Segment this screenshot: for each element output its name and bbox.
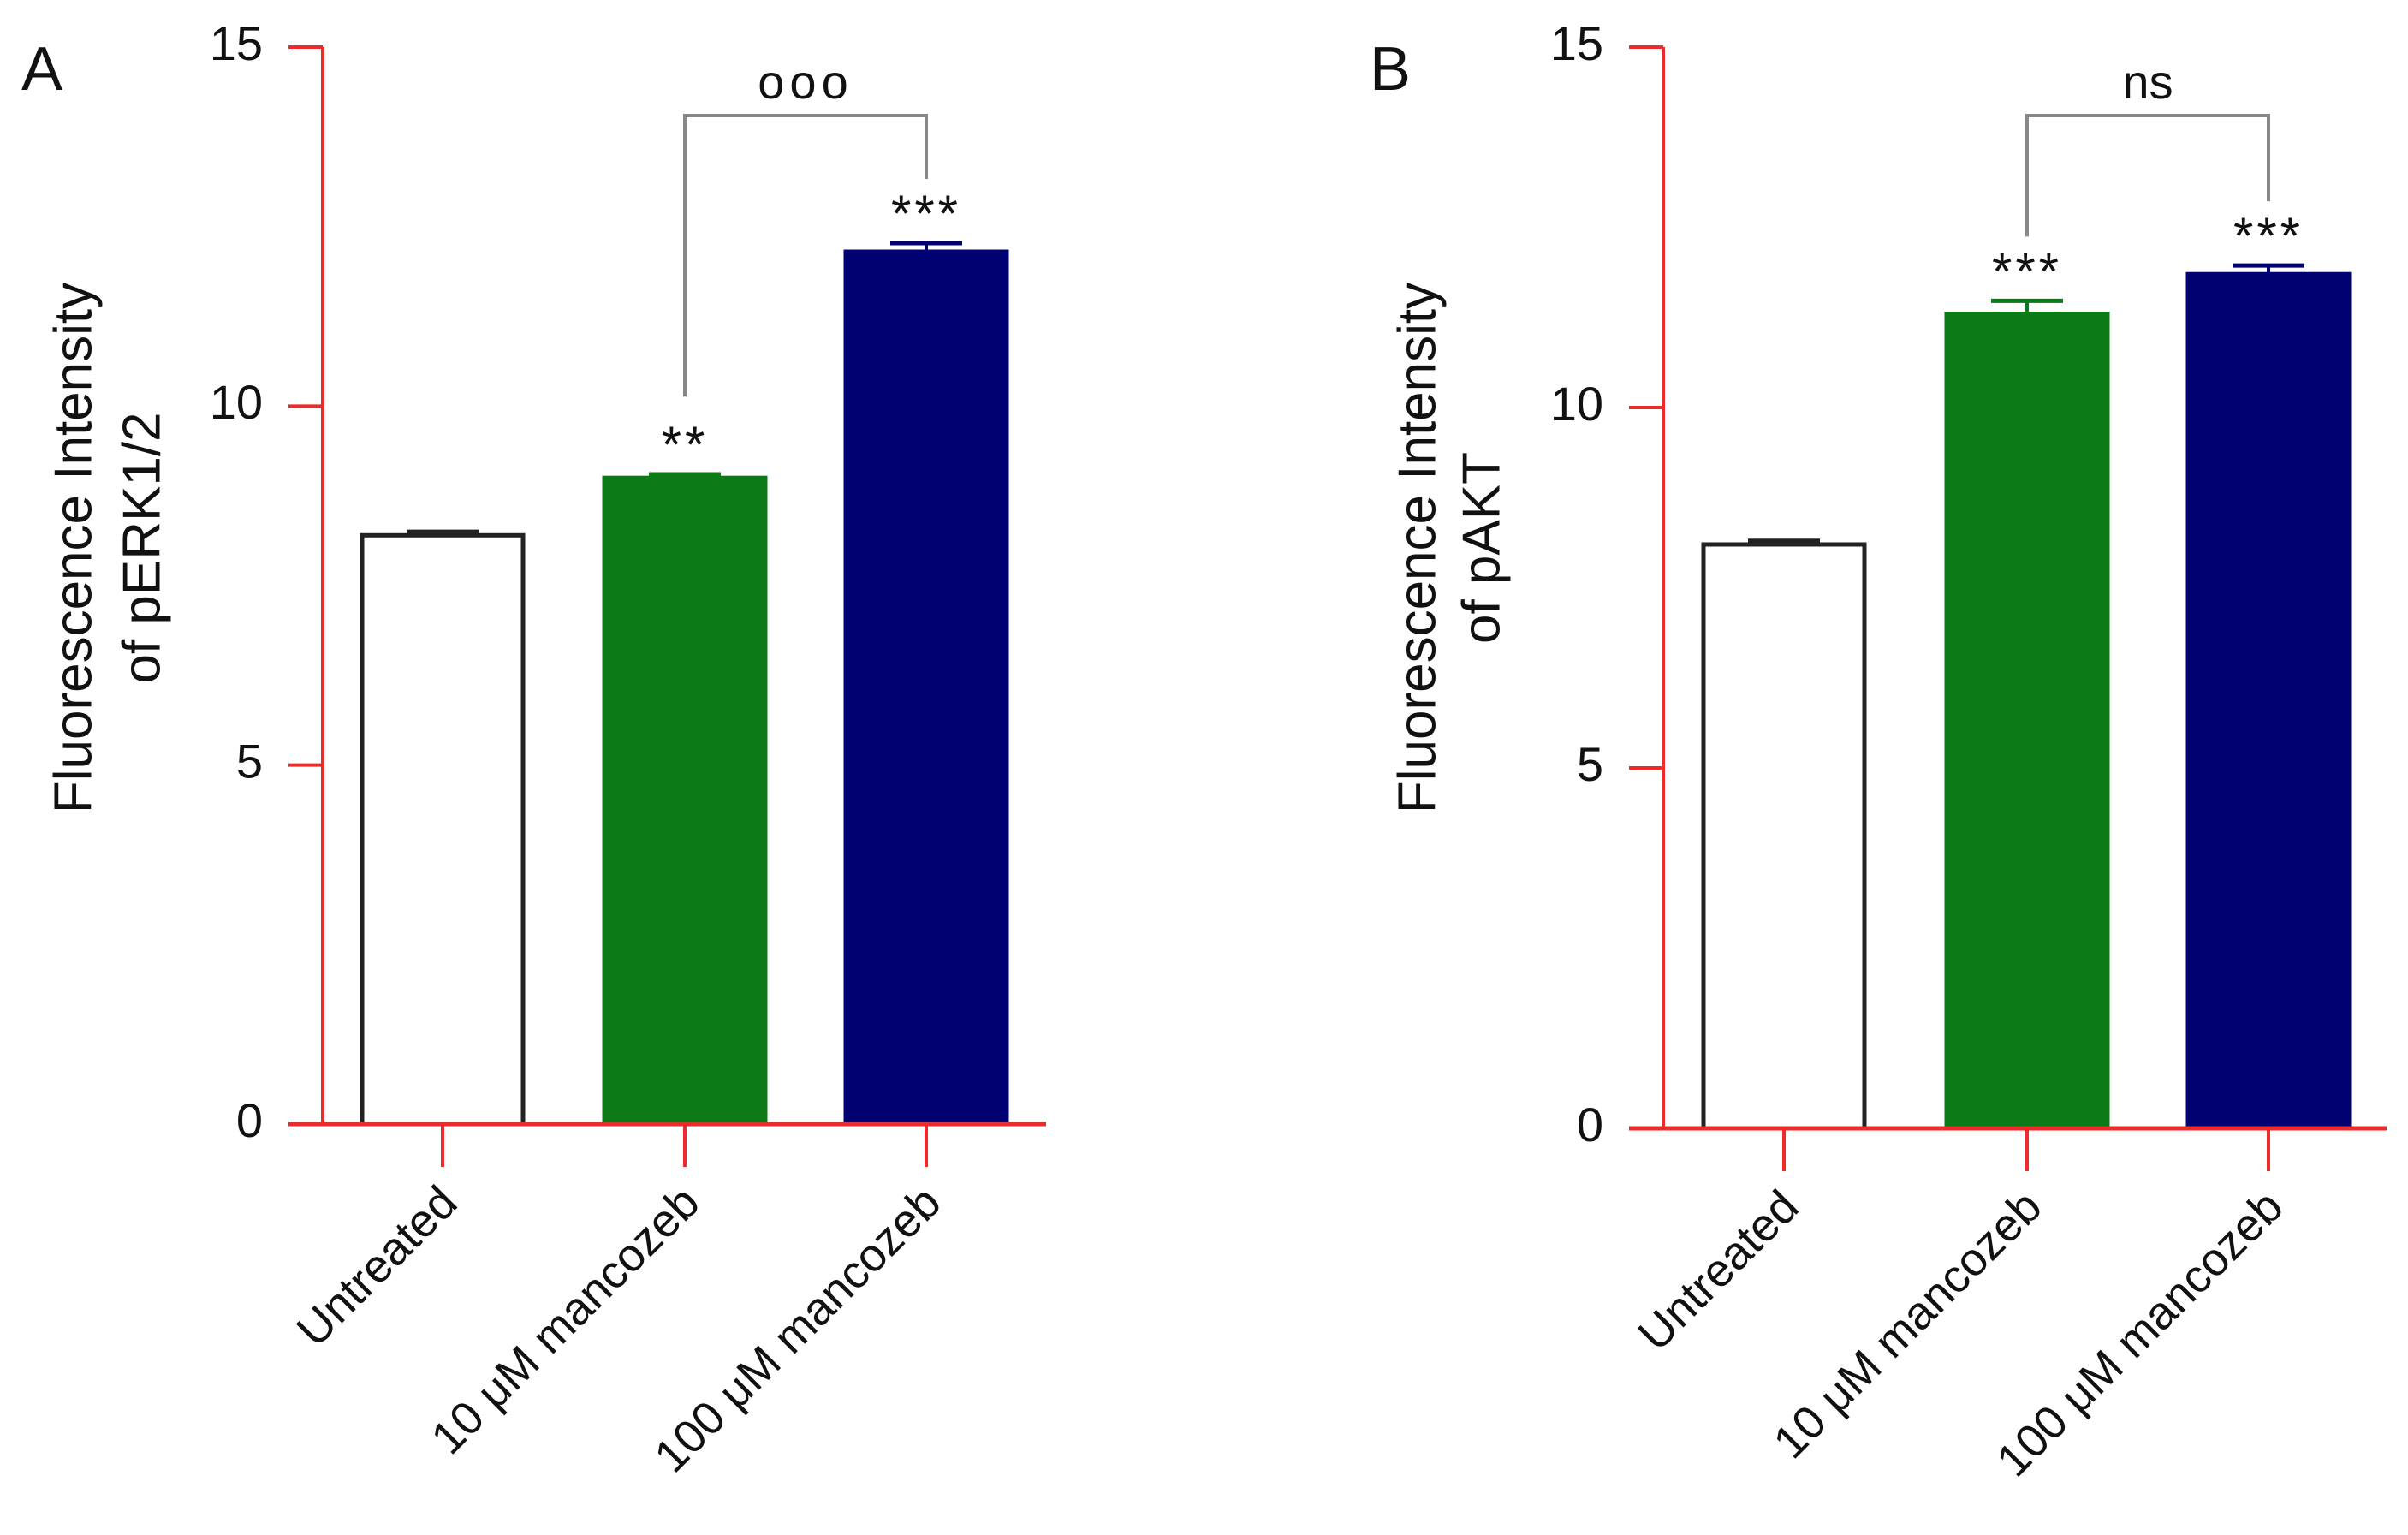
x-tick-label: Untreated [1628, 1181, 1808, 1360]
bar [843, 249, 1009, 1127]
y-axis-label: Fluorescence Intensity [44, 283, 103, 813]
panel-letter: B [1370, 35, 1411, 104]
bar [2185, 271, 2352, 1131]
y-tick-label: 15 [210, 16, 263, 70]
y-tick-label: 0 [236, 1093, 263, 1147]
y-axis-label: Fluorescence Intensity [1388, 283, 1447, 813]
comparison-label: ns [2122, 55, 2173, 109]
y-tick-label: 5 [236, 734, 263, 788]
y-tick-label: 10 [1550, 377, 1603, 431]
y-tick-label: 15 [1550, 16, 1603, 70]
bar [602, 475, 768, 1127]
y-tick-label: 0 [1577, 1098, 1603, 1151]
significance-label: ** [662, 416, 709, 473]
significance-label: *** [891, 185, 961, 242]
bar [360, 532, 526, 1127]
significance-label: *** [2233, 207, 2304, 265]
comparison-bracket [683, 114, 928, 397]
x-tick-label: Untreated [287, 1176, 467, 1356]
bar [1701, 542, 1867, 1131]
bar [1944, 312, 2110, 1131]
panel-b: B Fluorescence Intensity of pAKT *** *** 0 5 10… [1370, 16, 2387, 1486]
y-tick-label: 5 [1577, 737, 1603, 791]
comparison-label: ooo [758, 55, 853, 109]
x-tick-label: 10 μM mancozeb [1763, 1181, 2051, 1468]
y-tick-label: 10 [210, 375, 263, 429]
y-axis-label: of pAKT [1452, 452, 1511, 644]
significance-label: *** [1992, 242, 2062, 300]
x-tick-label: 10 μM mancozeb [421, 1176, 709, 1464]
y-axis-label: of pERK1/2 [112, 412, 171, 683]
panel-letter: A [21, 35, 62, 104]
comparison-bracket [2025, 114, 2270, 237]
